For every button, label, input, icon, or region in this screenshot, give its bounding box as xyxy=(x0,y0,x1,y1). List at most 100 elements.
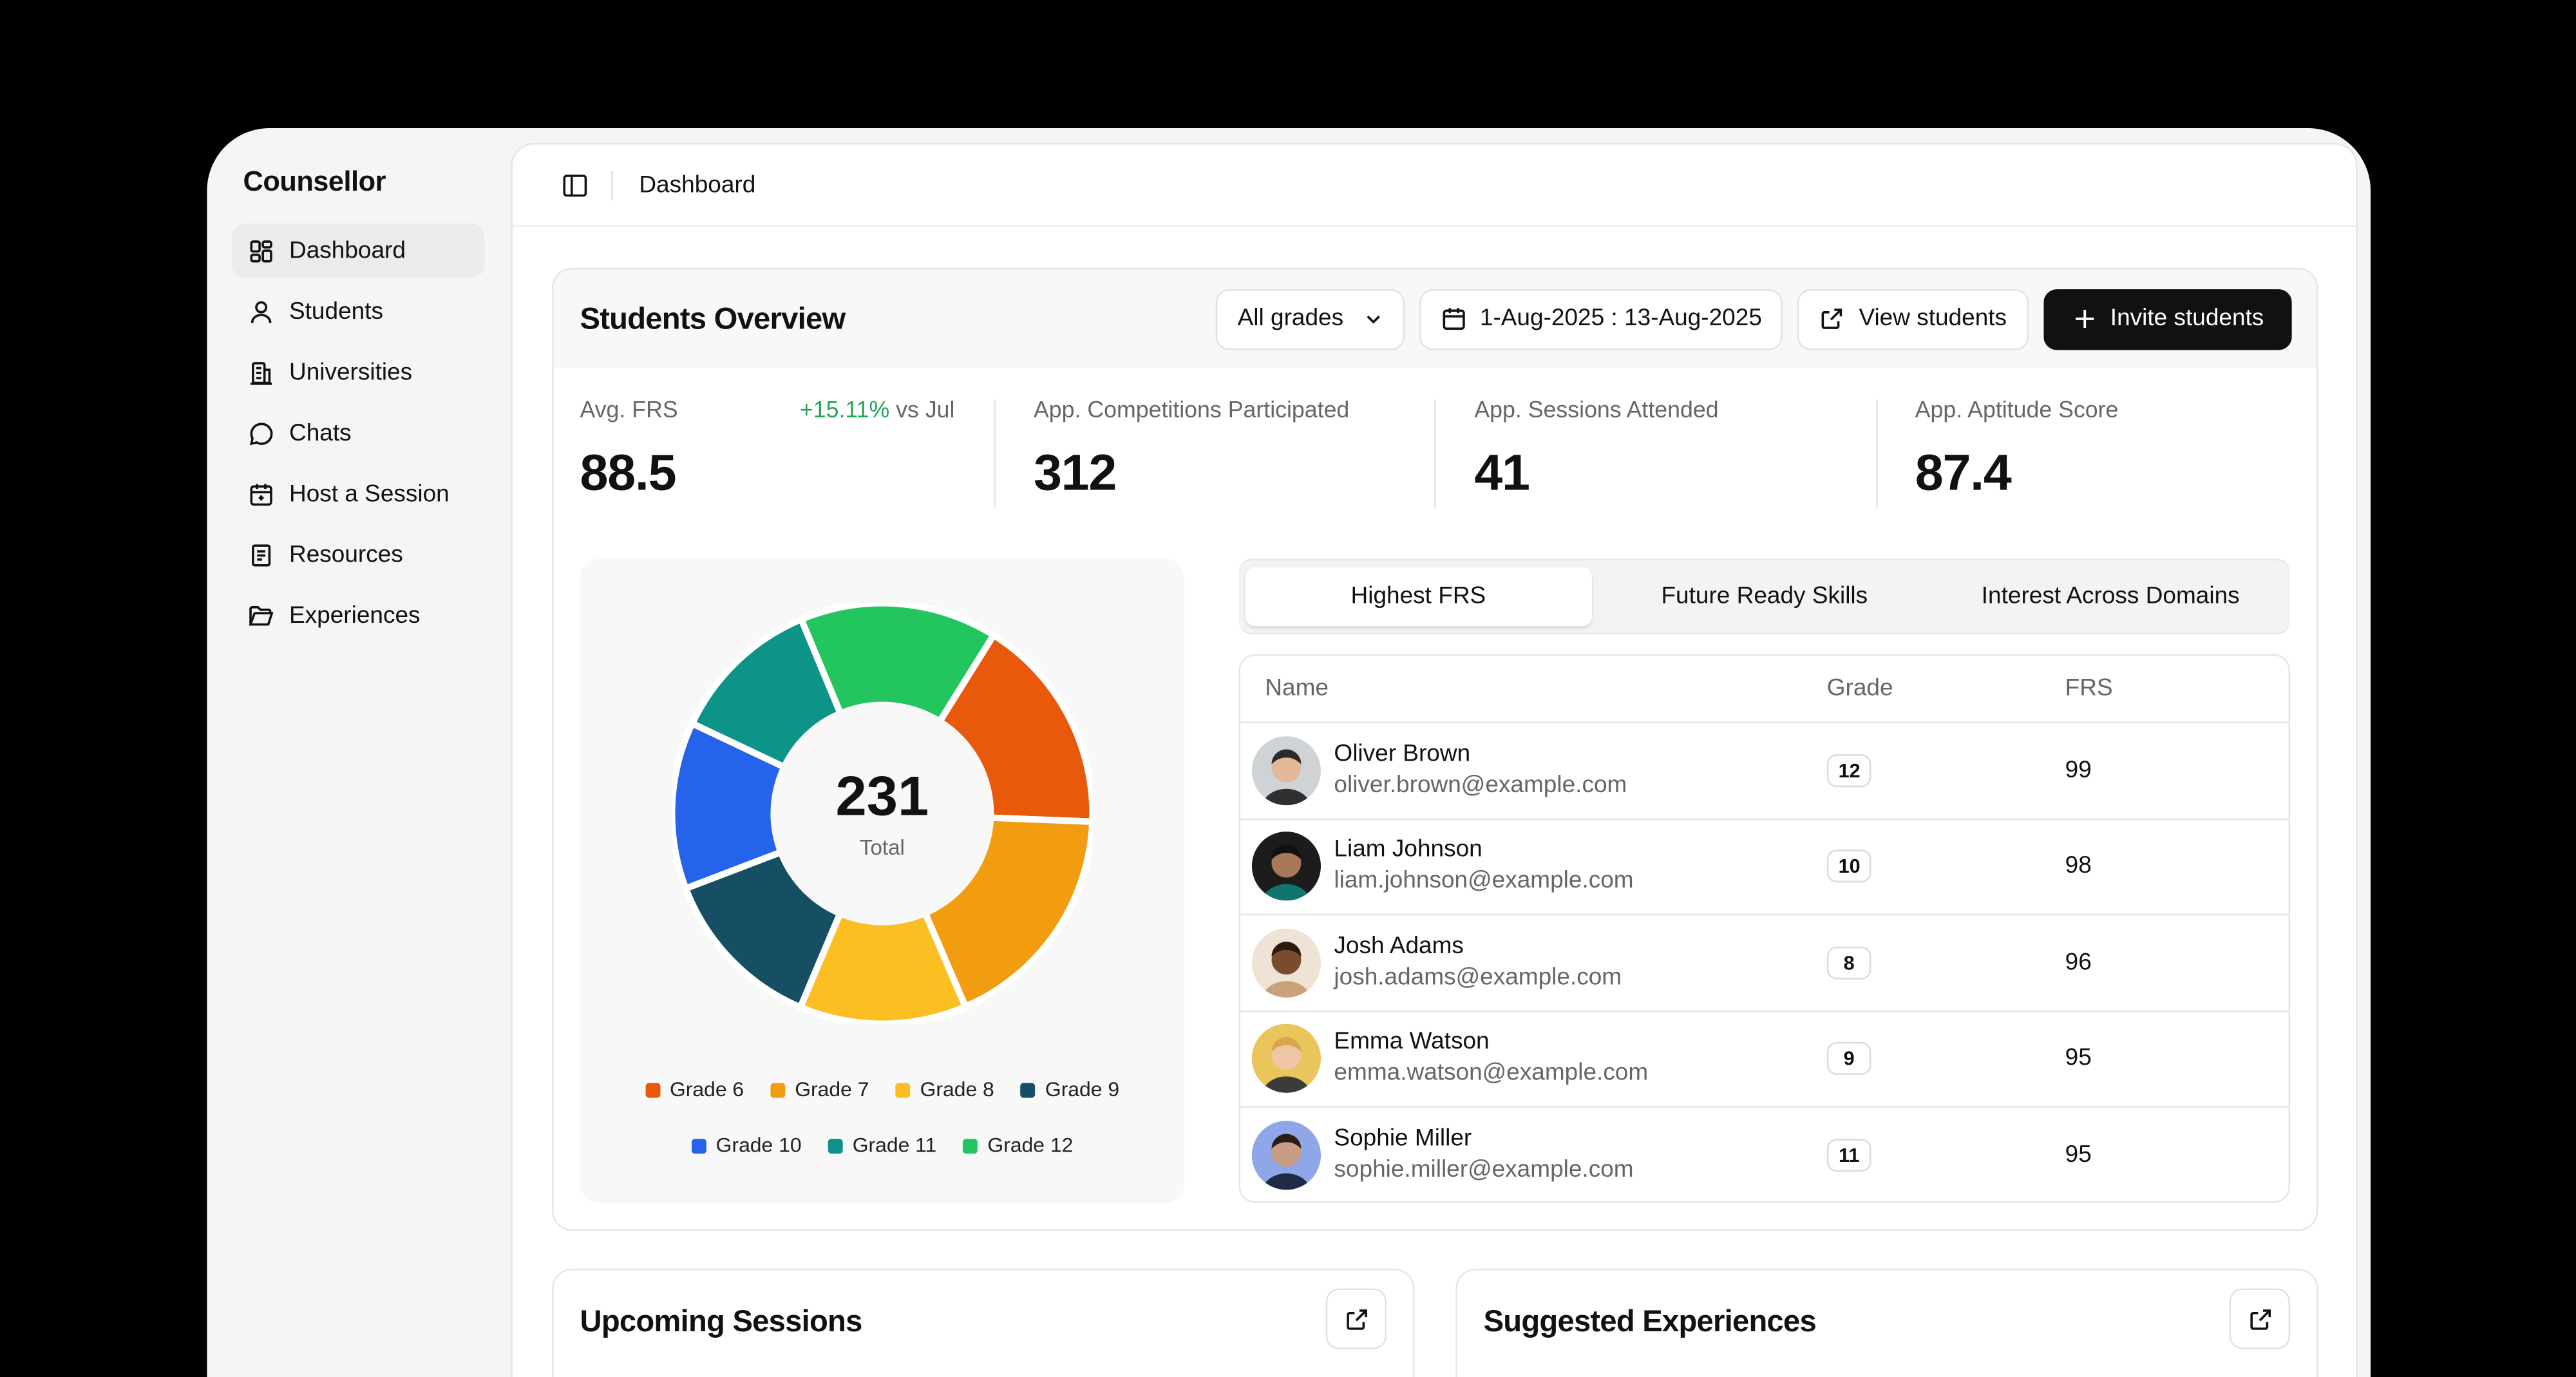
column-header-grade[interactable]: Grade xyxy=(1826,675,1893,702)
open-suggested-experiences-button[interactable] xyxy=(2229,1288,2291,1349)
open-upcoming-sessions-button[interactable] xyxy=(1325,1288,1387,1349)
legend-swatch xyxy=(1020,1082,1036,1097)
table-row[interactable]: Sophie Miller sophie.miller@example.com 11… xyxy=(1240,1108,2289,1201)
legend-item: Grade 9 xyxy=(1020,1078,1119,1101)
sidebar-item-chats[interactable]: Chats xyxy=(232,406,485,460)
chevron-down-icon xyxy=(1366,315,1380,324)
avatar xyxy=(1251,928,1321,998)
column-header-name[interactable]: Name xyxy=(1265,675,1329,702)
view-students-button[interactable]: View students xyxy=(1798,288,2029,350)
invite-students-button[interactable]: Invite students xyxy=(2043,288,2292,350)
stat-label: App. Competitions Participated xyxy=(1033,395,1350,423)
table-header: Name Grade FRS xyxy=(1240,656,2289,723)
frs-value: 95 xyxy=(2065,1045,2092,1072)
avatar xyxy=(1251,831,1321,901)
sidebar-item-experiences[interactable]: Experiences xyxy=(232,588,485,642)
sidebar-item-label: Students xyxy=(289,298,384,325)
donut-total-label: Total xyxy=(860,836,905,860)
overview-title: Students Overview xyxy=(580,300,846,336)
legend-item: Grade 10 xyxy=(691,1134,802,1157)
table-row[interactable]: Josh Adams josh.adams@example.com 8 96 xyxy=(1240,915,2289,1012)
student-cell: Emma Watson emma.watson@example.com xyxy=(1240,1024,1827,1094)
frs-value: 96 xyxy=(2065,949,2092,976)
stat-value: 87.4 xyxy=(1915,443,2012,502)
legend-swatch xyxy=(770,1082,785,1097)
external-link-icon xyxy=(1822,309,1843,329)
building-icon xyxy=(251,361,272,385)
column-header-frs[interactable]: FRS xyxy=(2065,675,2113,702)
student-info: Emma Watson emma.watson@example.com xyxy=(1334,1027,1648,1090)
grade-badge: 9 xyxy=(1826,1042,1871,1076)
legend-row: Grade 10 Grade 11 Grade 12 xyxy=(580,1134,1185,1157)
divider xyxy=(611,170,613,200)
student-info: Oliver Brown oliver.brown@example.com xyxy=(1334,739,1627,802)
student-info: Sophie Miller sophie.miller@example.com xyxy=(1334,1125,1633,1187)
tab-bar: Highest FRS Future Ready Skills Interest… xyxy=(1238,558,2291,634)
sidebar-item-host-session[interactable]: Host a Session xyxy=(232,467,485,521)
student-cell: Liam Johnson liam.johnson@example.com xyxy=(1240,831,1827,901)
stats-row: Avg. FRS +15.11% vs Jul 88.5 App. Compet… xyxy=(554,394,2316,509)
grade-donut-chart: 231 Total xyxy=(672,603,1093,1024)
sidebar-toggle-icon[interactable] xyxy=(562,172,588,198)
sidebar-item-label: Chats xyxy=(289,419,352,446)
sidebar-item-dashboard[interactable]: Dashboard xyxy=(231,223,485,278)
legend-label: Grade 6 xyxy=(669,1078,744,1101)
tab-interest-across-domains[interactable]: Interest Across Domains xyxy=(1981,583,2240,610)
legend-swatch xyxy=(645,1082,660,1097)
avatar xyxy=(1251,736,1321,805)
folder-open-icon xyxy=(249,605,274,625)
grade-cell: 9 xyxy=(1826,1042,2065,1076)
stat-label: App. Sessions Attended xyxy=(1474,395,1719,423)
grade-cell: 8 xyxy=(1826,946,2065,980)
chat-icon xyxy=(249,422,273,445)
upcoming-sessions-title: Upcoming Sessions xyxy=(580,1303,863,1338)
stat-aptitude: App. Aptitude Score 87.4 xyxy=(1875,394,2316,509)
plus-icon xyxy=(2074,309,2094,328)
student-email: sophie.miller@example.com xyxy=(1334,1157,1634,1184)
donut-hole xyxy=(770,701,994,926)
legend-item: Grade 7 xyxy=(770,1078,869,1101)
legend-row: Grade 6 Grade 7 Grade 8 Grade 9 xyxy=(580,1078,1185,1101)
legend-label: Grade 11 xyxy=(852,1134,937,1157)
suggested-experiences-title: Suggested Experiences xyxy=(1483,1303,1817,1338)
sidebar-nav: Dashboard Students Universities Chats Ho… xyxy=(231,223,485,649)
stat-sessions: App. Sessions Attended 41 xyxy=(1435,394,1875,509)
table-row[interactable]: Oliver Brown oliver.brown@example.com 12 99 xyxy=(1240,723,2289,819)
sidebar-item-students[interactable]: Students xyxy=(232,284,485,338)
stat-value: 312 xyxy=(1033,443,1117,502)
legend-swatch xyxy=(963,1138,978,1153)
sidebar-item-universities[interactable]: Universities xyxy=(232,345,485,399)
date-range-value: 1-Aug-2025 : 13-Aug-2025 xyxy=(1479,305,1762,332)
chart-legend: Grade 6 Grade 7 Grade 8 Grade 9 Grade 10 Grad… xyxy=(580,1078,1185,1190)
delta-suffix: vs Jul xyxy=(889,395,955,423)
sidebar-item-label: Universities xyxy=(289,359,413,386)
stat-avg-frs: Avg. FRS +15.11% vs Jul 88.5 xyxy=(554,394,994,509)
legend-swatch xyxy=(828,1138,843,1153)
frs-cell: 98 xyxy=(2065,851,2289,881)
sidebar-item-resources[interactable]: Resources xyxy=(232,527,485,582)
sidebar-item-label: Dashboard xyxy=(289,237,406,264)
student-name: Sophie Miller xyxy=(1334,1126,1472,1153)
legend-swatch xyxy=(895,1082,911,1097)
tab-future-ready-skills[interactable]: Future Ready Skills xyxy=(1661,583,1868,610)
date-range-picker[interactable]: 1-Aug-2025 : 13-Aug-2025 xyxy=(1419,288,1784,350)
grade-cell: 10 xyxy=(1826,850,2065,883)
breadcrumb: Dashboard xyxy=(639,171,756,198)
table-row[interactable]: Emma Watson emma.watson@example.com 9 95 xyxy=(1240,1012,2289,1108)
legend-label: Grade 8 xyxy=(920,1078,994,1101)
students-table: Name Grade FRS Oliver Brown oliver.brown@… xyxy=(1238,654,2291,1203)
grade-badge: 8 xyxy=(1826,946,1871,980)
student-info: Liam Johnson liam.johnson@example.com xyxy=(1334,835,1633,898)
avatar xyxy=(1251,1121,1321,1191)
grade-filter-select[interactable]: All grades xyxy=(1216,288,1405,350)
tab-highest-frs[interactable]: Highest FRS xyxy=(1245,567,1592,627)
grade-cell: 11 xyxy=(1826,1139,2065,1172)
upcoming-sessions-card: Upcoming Sessions xyxy=(552,1268,1415,1377)
table-row[interactable]: Liam Johnson liam.johnson@example.com 10 98 xyxy=(1240,819,2289,916)
frs-cell: 99 xyxy=(2065,755,2289,785)
stat-competitions: App. Competitions Participated 312 xyxy=(994,394,1435,509)
student-email: liam.johnson@example.com xyxy=(1334,868,1634,895)
stat-value: 88.5 xyxy=(580,443,677,502)
legend-item: Grade 8 xyxy=(895,1078,994,1101)
student-cell: Josh Adams josh.adams@example.com xyxy=(1240,928,1827,998)
